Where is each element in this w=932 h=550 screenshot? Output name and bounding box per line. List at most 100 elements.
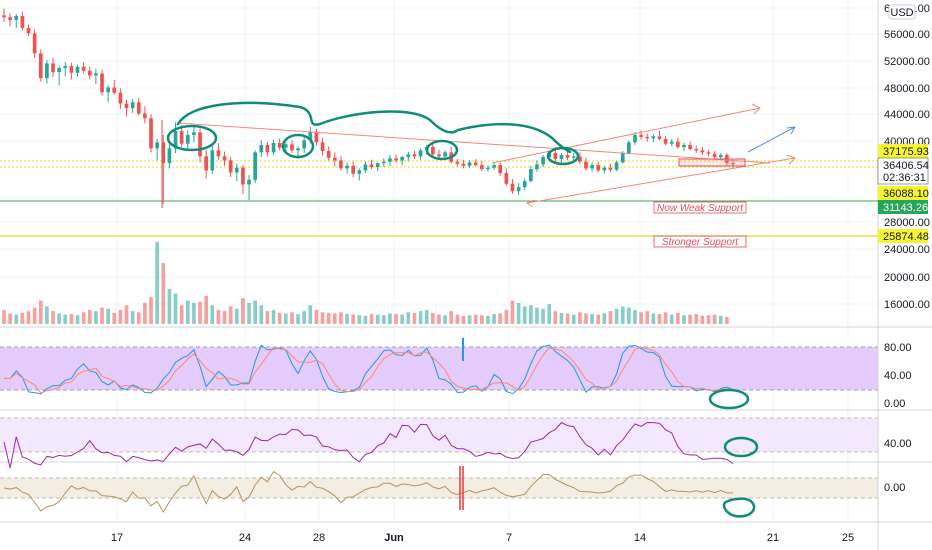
volume-bar — [388, 313, 392, 324]
candle-body — [14, 15, 19, 20]
volume-bar — [259, 305, 264, 324]
volume-bar — [620, 306, 625, 324]
candle — [198, 128, 202, 163]
candle-body — [688, 145, 692, 150]
candle-body — [204, 156, 208, 171]
candle-body — [130, 102, 135, 109]
arrow-head — [751, 103, 761, 115]
candle — [290, 140, 294, 154]
candle-body — [179, 130, 184, 144]
hand-drawn-annotations[interactable] — [166, 101, 759, 518]
candle-body — [57, 68, 61, 73]
candle-body — [657, 136, 662, 139]
candle-body — [228, 160, 233, 173]
price-tick: 48000.00 — [884, 83, 930, 95]
volume-bar — [694, 314, 699, 324]
candle-body — [731, 163, 735, 165]
volume-bar — [345, 314, 349, 324]
oscillator-line — [3, 466, 734, 513]
volume-bar — [185, 300, 190, 324]
volume-bar — [559, 312, 564, 324]
candle — [412, 150, 417, 160]
time-tick: 25 — [842, 532, 854, 544]
candle-body — [118, 92, 123, 104]
volume-bar — [455, 314, 460, 324]
candle-body — [8, 17, 12, 20]
candle — [492, 163, 496, 170]
volume-bar — [136, 312, 141, 324]
price-tag-box — [877, 157, 929, 185]
candle — [314, 128, 319, 146]
candle-body — [676, 141, 680, 148]
candle — [590, 162, 594, 172]
candle-body — [75, 66, 80, 73]
candle-body — [339, 160, 343, 169]
indicator-axis[interactable]: 80.00 40.00 0.00 40.00 0.00 — [884, 342, 912, 494]
candle-body — [578, 156, 582, 162]
volume-bar — [529, 305, 533, 324]
volume-bar — [718, 315, 723, 324]
volume-bar — [247, 302, 251, 324]
rsi-line — [3, 421, 734, 469]
candle — [504, 168, 509, 186]
volume-bar — [277, 312, 282, 324]
candle-body — [20, 15, 25, 28]
time-tick: 21 — [767, 532, 779, 544]
volume-bar — [216, 309, 221, 324]
candle — [106, 84, 110, 103]
candle-body — [277, 143, 282, 148]
candle — [51, 58, 55, 77]
currency-badge[interactable] — [888, 4, 916, 20]
volume-bar — [461, 315, 466, 324]
candle-body — [541, 157, 545, 165]
candle-body — [455, 161, 460, 164]
candle-body — [216, 150, 221, 157]
candle — [369, 159, 374, 170]
volume-bar — [283, 313, 288, 324]
volume-bar — [657, 314, 662, 324]
trendline-drawings[interactable] — [161, 103, 796, 208]
volume-bar — [676, 312, 680, 324]
volume-bar — [106, 308, 110, 324]
volume-bar — [627, 307, 631, 324]
volume-bar — [614, 308, 619, 324]
rsi-pane-band — [0, 418, 878, 452]
candle — [375, 162, 380, 172]
candle-body — [106, 87, 110, 93]
volume-bar — [522, 306, 527, 324]
candle — [130, 98, 135, 113]
candle — [234, 163, 239, 182]
volume-bar — [394, 314, 398, 324]
volume-bar — [669, 314, 674, 324]
candle-body — [234, 167, 239, 173]
volume-bar — [645, 311, 650, 324]
price-tick: 56000.00 — [884, 29, 930, 41]
candle — [20, 11, 25, 31]
stoch-tick: 0.00 — [884, 398, 905, 410]
candle — [149, 114, 153, 153]
candle-body — [443, 152, 447, 157]
price-tag-box — [878, 144, 928, 158]
volume-bar — [639, 312, 643, 324]
candlestick-series[interactable] — [2, 8, 735, 204]
candle — [155, 138, 159, 161]
candle-body — [479, 165, 484, 170]
volume-bar — [167, 288, 172, 324]
candle-body — [467, 162, 472, 166]
volume-bar — [192, 302, 196, 324]
volume-bar — [486, 315, 490, 324]
volume-bar — [198, 301, 202, 324]
price-axis[interactable]: 60000.00 56000.00 52000.00 48000.00 4400… — [884, 3, 930, 311]
candle — [332, 152, 337, 167]
price-tick: 20000.00 — [884, 272, 930, 284]
volume-bar — [26, 311, 31, 324]
time-axis[interactable]: 17 24 28 Jun 7 14 21 25 — [111, 532, 854, 544]
time-tick: 24 — [239, 532, 251, 544]
osc-tick: 0.00 — [884, 482, 905, 494]
volume-bars — [2, 242, 729, 324]
candle-body — [265, 145, 270, 153]
candle — [75, 64, 80, 77]
candle — [541, 155, 545, 168]
candle — [185, 130, 190, 149]
